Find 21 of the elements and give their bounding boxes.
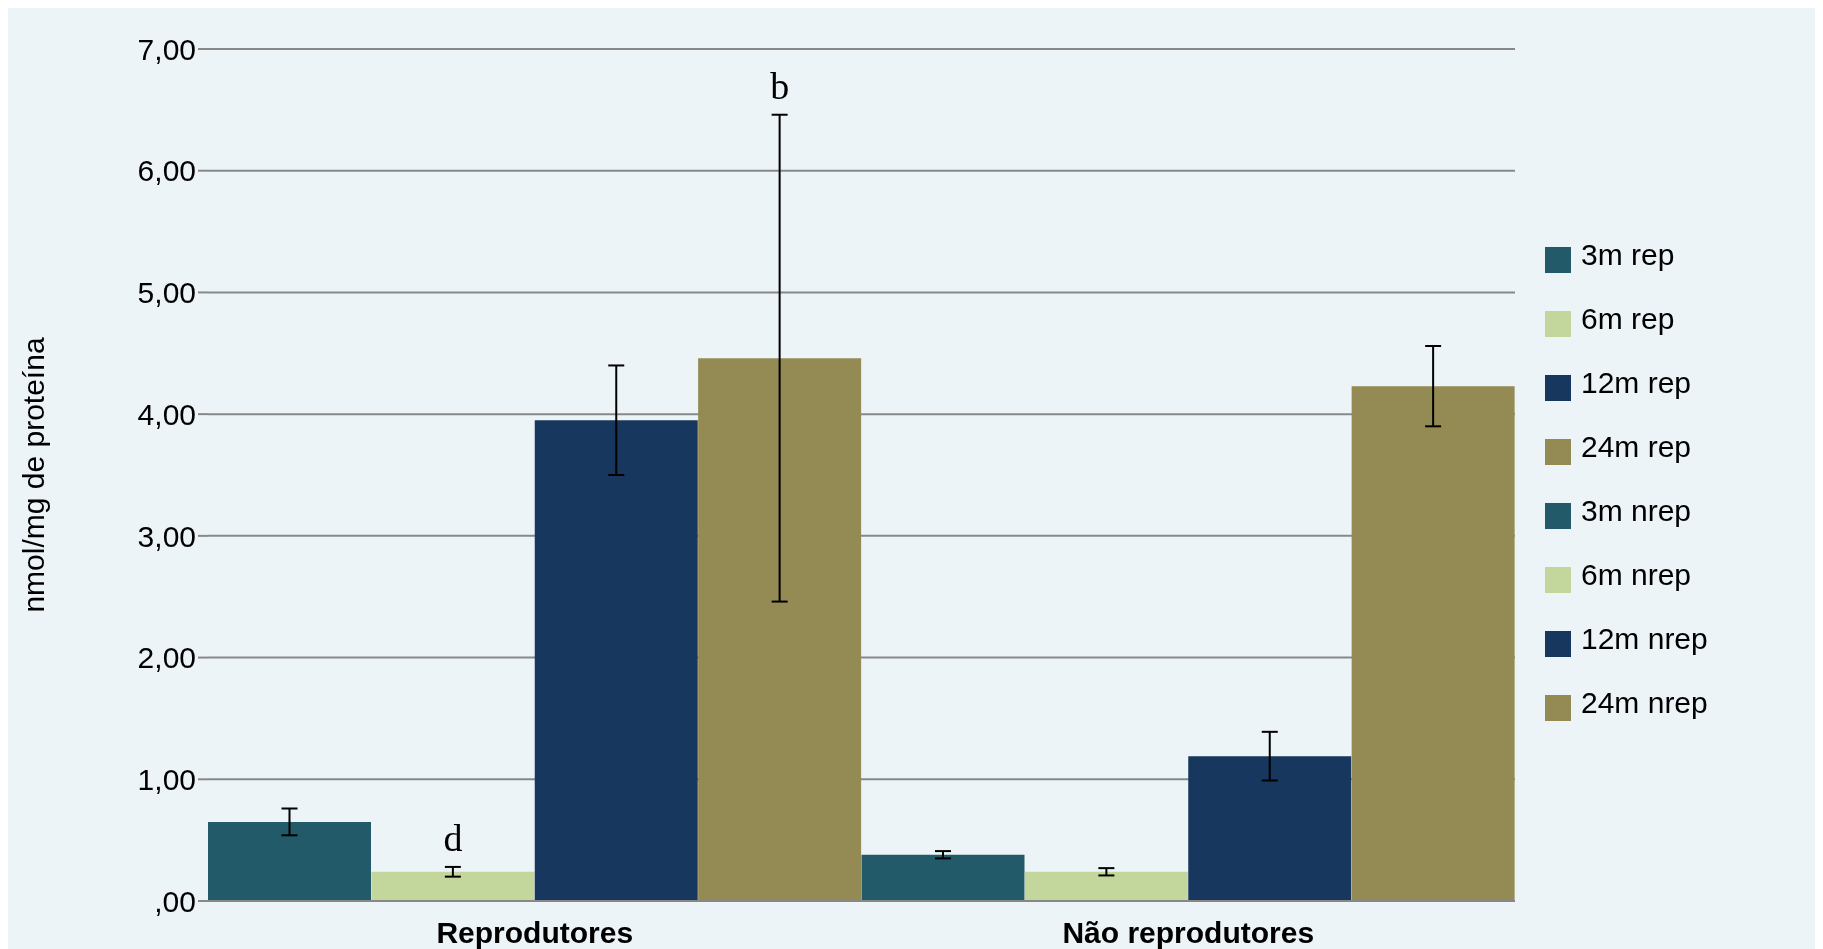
y-axis-title: nmol/mg de proteína [16,337,50,613]
annotation: b [770,64,790,107]
y-tick-label: 4,00 [137,397,196,431]
legend-label: 12m nrep [1580,621,1708,655]
legend-label: 3m rep [1580,237,1675,271]
y-tick-label: 6,00 [137,154,196,188]
legend-label: 24m nrep [1580,685,1708,719]
legend-label: 3m nrep [1580,493,1692,527]
x-tick-label: Não reprodutores [1062,916,1315,949]
legend-label: 12m rep [1580,365,1692,399]
y-tick-label: ,00 [154,884,196,918]
x-tick-label: Reprodutores [436,916,634,949]
legend-label: 6m rep [1580,301,1675,335]
y-tick-label: 7,00 [137,32,196,66]
annotation: d [443,816,463,859]
legend-label: 24m rep [1580,429,1692,463]
y-tick-label: 5,00 [137,276,196,310]
y-tick-label: 3,00 [137,519,196,553]
y-tick-label: 1,00 [137,762,196,796]
legend-label: 6m nrep [1580,557,1692,591]
y-tick-label: 2,00 [137,641,196,675]
